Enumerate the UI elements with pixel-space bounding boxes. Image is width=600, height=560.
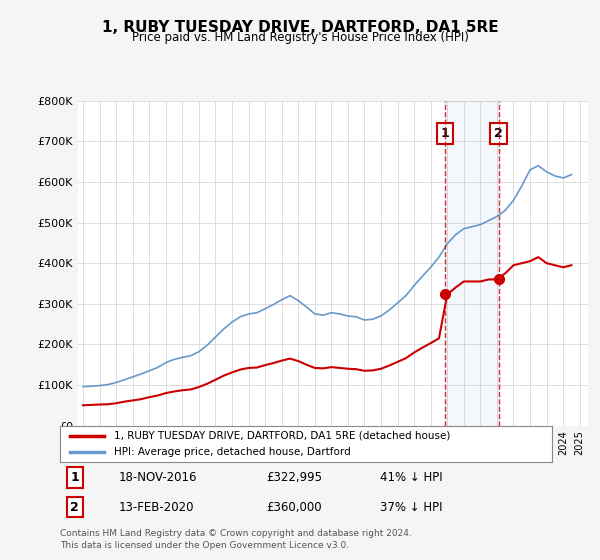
Text: HPI: Average price, detached house, Dartford: HPI: Average price, detached house, Dart… (114, 447, 351, 457)
Text: 2: 2 (494, 127, 503, 140)
Text: 2: 2 (70, 501, 79, 514)
Text: 18-NOV-2016: 18-NOV-2016 (119, 471, 197, 484)
Text: Contains HM Land Registry data © Crown copyright and database right 2024.
This d: Contains HM Land Registry data © Crown c… (60, 529, 412, 550)
Text: 1, RUBY TUESDAY DRIVE, DARTFORD, DA1 5RE (detached house): 1, RUBY TUESDAY DRIVE, DARTFORD, DA1 5RE… (114, 431, 451, 441)
Text: 37% ↓ HPI: 37% ↓ HPI (380, 501, 442, 514)
Text: £360,000: £360,000 (266, 501, 322, 514)
Text: 1: 1 (70, 471, 79, 484)
Bar (445, 101, 499, 426)
Text: Price paid vs. HM Land Registry's House Price Index (HPI): Price paid vs. HM Land Registry's House … (131, 31, 469, 44)
Text: 1: 1 (441, 127, 449, 140)
Text: 1, RUBY TUESDAY DRIVE, DARTFORD, DA1 5RE: 1, RUBY TUESDAY DRIVE, DARTFORD, DA1 5RE (101, 20, 499, 35)
Text: 41% ↓ HPI: 41% ↓ HPI (380, 471, 442, 484)
Text: 13-FEB-2020: 13-FEB-2020 (119, 501, 194, 514)
Text: £322,995: £322,995 (266, 471, 323, 484)
